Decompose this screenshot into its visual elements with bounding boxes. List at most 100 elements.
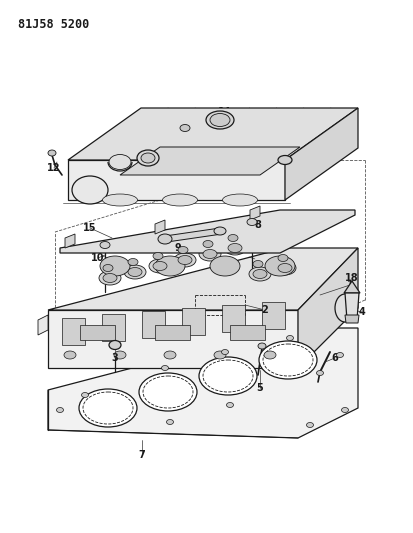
- Ellipse shape: [209, 114, 230, 126]
- Polygon shape: [48, 328, 357, 438]
- Ellipse shape: [222, 194, 257, 206]
- Polygon shape: [120, 147, 299, 175]
- Ellipse shape: [257, 343, 266, 349]
- Ellipse shape: [178, 246, 188, 254]
- Ellipse shape: [199, 357, 256, 395]
- Ellipse shape: [162, 194, 197, 206]
- Polygon shape: [297, 248, 357, 368]
- Ellipse shape: [223, 241, 245, 255]
- Ellipse shape: [248, 267, 271, 281]
- Text: 17: 17: [133, 140, 146, 150]
- Text: 13: 13: [183, 117, 196, 127]
- Ellipse shape: [137, 150, 159, 166]
- Text: 15: 15: [83, 223, 97, 233]
- Ellipse shape: [259, 341, 316, 379]
- Ellipse shape: [153, 262, 166, 271]
- Text: 8: 8: [254, 220, 261, 230]
- Polygon shape: [68, 160, 284, 200]
- Ellipse shape: [206, 111, 233, 129]
- Polygon shape: [102, 314, 125, 341]
- Ellipse shape: [277, 254, 287, 262]
- Polygon shape: [182, 308, 204, 335]
- Ellipse shape: [100, 256, 130, 276]
- Ellipse shape: [180, 125, 190, 132]
- Text: 3: 3: [112, 353, 118, 363]
- Ellipse shape: [139, 373, 197, 411]
- Ellipse shape: [48, 150, 56, 156]
- Polygon shape: [230, 325, 264, 340]
- Polygon shape: [249, 206, 259, 220]
- Text: 7: 7: [138, 450, 145, 460]
- Polygon shape: [284, 108, 357, 200]
- Polygon shape: [48, 248, 357, 310]
- Text: 12: 12: [47, 163, 61, 173]
- Ellipse shape: [109, 341, 121, 350]
- Ellipse shape: [158, 234, 171, 244]
- Ellipse shape: [228, 235, 237, 241]
- Ellipse shape: [141, 153, 154, 163]
- Ellipse shape: [277, 263, 291, 272]
- Ellipse shape: [252, 270, 266, 279]
- Text: 81J58 5200: 81J58 5200: [18, 18, 89, 31]
- Polygon shape: [48, 310, 297, 368]
- Polygon shape: [261, 302, 284, 329]
- Ellipse shape: [214, 351, 225, 359]
- Ellipse shape: [334, 294, 354, 322]
- Ellipse shape: [173, 253, 195, 267]
- Polygon shape: [142, 311, 165, 338]
- Text: 2: 2: [261, 305, 268, 315]
- Ellipse shape: [100, 241, 110, 248]
- Polygon shape: [165, 228, 221, 242]
- Ellipse shape: [56, 408, 63, 413]
- Ellipse shape: [286, 335, 293, 341]
- Text: 5: 5: [256, 383, 263, 393]
- Text: 1: 1: [346, 280, 353, 290]
- Ellipse shape: [306, 423, 313, 427]
- Ellipse shape: [164, 351, 176, 359]
- Ellipse shape: [103, 264, 113, 271]
- Text: 6: 6: [331, 353, 337, 363]
- Ellipse shape: [252, 261, 262, 268]
- Ellipse shape: [128, 268, 142, 277]
- Ellipse shape: [202, 240, 212, 247]
- Ellipse shape: [264, 256, 294, 276]
- Text: 9: 9: [174, 243, 181, 253]
- Ellipse shape: [214, 227, 225, 235]
- Ellipse shape: [161, 366, 168, 370]
- Ellipse shape: [199, 247, 221, 261]
- Ellipse shape: [102, 194, 137, 206]
- Ellipse shape: [226, 402, 233, 408]
- Polygon shape: [80, 325, 115, 340]
- Polygon shape: [343, 281, 359, 293]
- Polygon shape: [344, 315, 358, 323]
- Text: 11: 11: [280, 137, 294, 147]
- Ellipse shape: [221, 350, 228, 354]
- Polygon shape: [68, 108, 357, 160]
- Ellipse shape: [64, 351, 76, 359]
- Ellipse shape: [277, 156, 291, 165]
- Ellipse shape: [273, 261, 295, 275]
- Ellipse shape: [81, 392, 88, 398]
- Ellipse shape: [202, 249, 216, 259]
- Polygon shape: [221, 305, 244, 332]
- Ellipse shape: [72, 176, 108, 204]
- Ellipse shape: [166, 419, 173, 424]
- Ellipse shape: [209, 256, 240, 276]
- Ellipse shape: [336, 352, 343, 358]
- Ellipse shape: [109, 155, 131, 169]
- Ellipse shape: [114, 351, 126, 359]
- Ellipse shape: [316, 370, 323, 376]
- Text: 10: 10: [91, 253, 104, 263]
- Polygon shape: [154, 325, 190, 340]
- Text: 18: 18: [344, 273, 358, 283]
- Polygon shape: [154, 220, 165, 234]
- Ellipse shape: [128, 259, 138, 265]
- Ellipse shape: [103, 273, 117, 282]
- Polygon shape: [344, 293, 358, 320]
- Polygon shape: [60, 210, 354, 253]
- Ellipse shape: [247, 219, 256, 225]
- Ellipse shape: [149, 259, 171, 273]
- Ellipse shape: [228, 244, 242, 253]
- Polygon shape: [62, 318, 85, 345]
- Ellipse shape: [153, 253, 163, 260]
